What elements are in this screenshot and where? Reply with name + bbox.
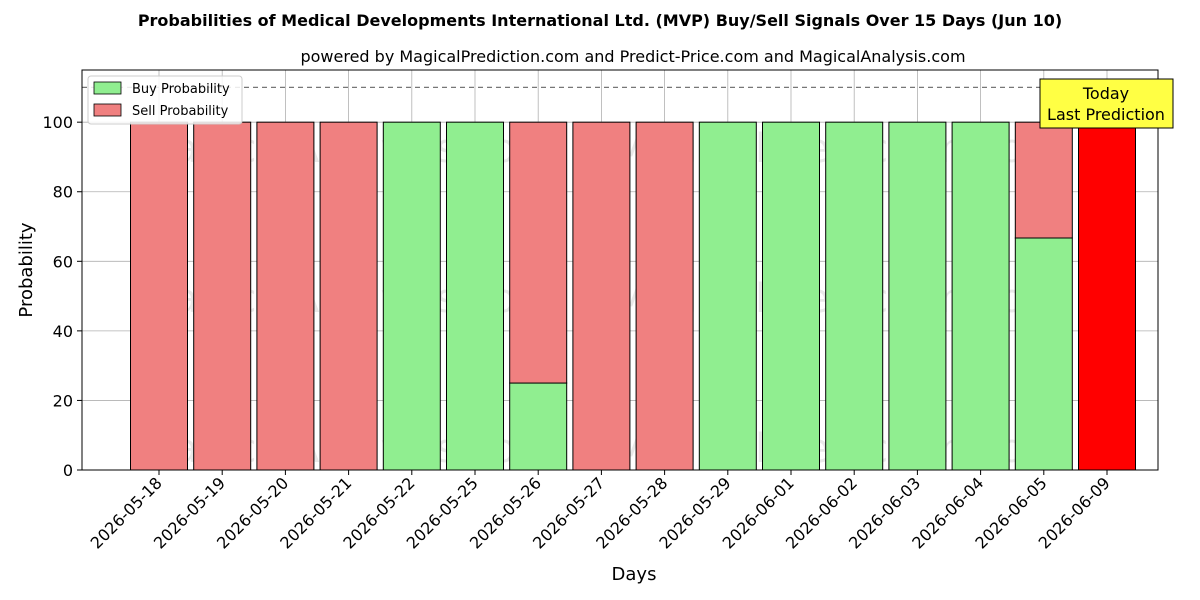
y-tick-label: 0 xyxy=(63,461,73,480)
x-axis-label: Days xyxy=(612,564,657,585)
y-tick-label: 20 xyxy=(53,391,73,410)
annotation-line1: Today xyxy=(1082,84,1129,103)
buy-bar xyxy=(762,121,820,471)
y-tick-label: 80 xyxy=(53,183,73,202)
legend: Buy Probability Sell Probability xyxy=(87,75,243,125)
buy-bar xyxy=(698,121,757,471)
buy-bar xyxy=(888,121,947,471)
buy-bar xyxy=(509,382,568,471)
sell-bar xyxy=(635,121,694,471)
legend-box xyxy=(87,75,243,125)
y-tick-label: 100 xyxy=(42,113,73,132)
buy-bar xyxy=(1014,237,1073,471)
sell-bar xyxy=(509,121,568,384)
y-axis: 0 20 40 60 80 100 xyxy=(42,113,82,480)
bars-layer xyxy=(130,121,1136,471)
y-axis-label: Probability xyxy=(16,222,37,317)
today-annotation: Today Last Prediction xyxy=(1039,78,1174,129)
legend-buy-label: Buy Probability xyxy=(132,82,230,97)
buy-bar xyxy=(382,121,441,471)
annotation-line2: Last Prediction xyxy=(1047,105,1165,124)
buy-bar xyxy=(951,121,1010,471)
chart-subtitle: powered by MagicalPrediction.com and Pre… xyxy=(300,47,965,66)
buy-bar xyxy=(825,121,884,471)
plot-frame xyxy=(81,69,1159,471)
legend-buy-swatch xyxy=(93,81,122,95)
annotation-box xyxy=(1039,78,1174,129)
sell-bar xyxy=(319,121,378,471)
legend-sell-label: Sell Probability xyxy=(132,104,229,119)
sell-bar xyxy=(130,121,188,471)
buy-bar xyxy=(446,121,504,471)
y-tick-label: 60 xyxy=(53,252,73,271)
chart-title: Probabilities of Medical Developments In… xyxy=(138,11,1062,30)
sell-bar xyxy=(1078,121,1136,471)
y-tick-label: 40 xyxy=(53,322,73,341)
sell-bar xyxy=(256,121,315,471)
sell-bar xyxy=(572,121,631,471)
legend-sell-swatch xyxy=(93,103,122,117)
sell-bar xyxy=(193,121,252,471)
sell-bar xyxy=(1014,121,1073,239)
x-axis: 2026-05-182026-05-192026-05-202026-05-21… xyxy=(87,470,1114,553)
